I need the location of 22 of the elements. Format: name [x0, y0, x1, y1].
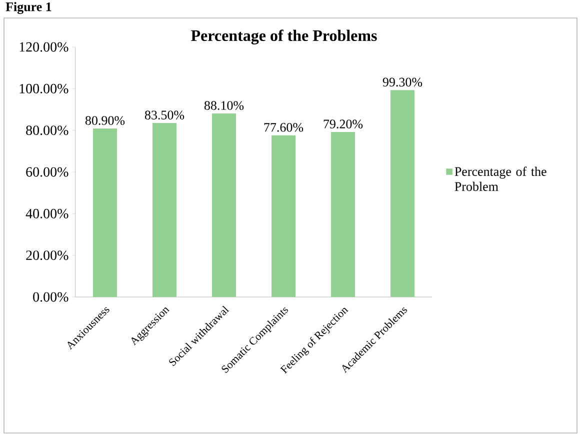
y-tick-label: 120.00%: [20, 42, 68, 52]
bar: [212, 113, 236, 297]
data-label: 80.90%: [85, 116, 125, 125]
data-label: 77.60%: [264, 122, 304, 132]
y-tick-label: 60.00%: [26, 167, 68, 177]
data-label: 79.20%: [324, 120, 363, 128]
y-tick-label: 40.00%: [26, 208, 68, 218]
bar: [331, 132, 355, 297]
caption: Figure 1: [6, 2, 52, 14]
data-label: 88.10%: [204, 101, 244, 110]
data-label: 99.30%: [382, 78, 422, 87]
bar: [93, 128, 117, 297]
y-tick-label: 100.00%: [20, 84, 68, 94]
y-tick-label: 0.00%: [33, 292, 68, 302]
y-tick-label: 80.00%: [26, 126, 68, 136]
y-tick-label: 20.00%: [26, 250, 68, 260]
bar: [152, 123, 176, 297]
bar: [272, 135, 296, 297]
data-label: 83.50%: [144, 110, 184, 120]
legend-label: Percentage of the Problem: [454, 166, 546, 191]
chart-title: Percentage of the Problems: [191, 30, 377, 44]
bar: [390, 90, 414, 297]
